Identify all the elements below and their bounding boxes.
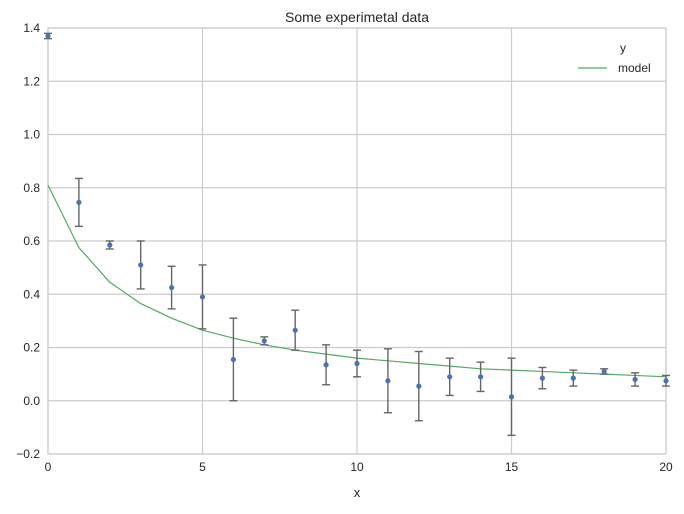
data-point <box>45 33 51 39</box>
x-tick-label: 10 <box>350 460 364 474</box>
data-point <box>539 375 546 381</box>
y-tick-label: 0.0 <box>23 394 40 408</box>
y-tick-label: 0.6 <box>23 234 40 248</box>
legend: y model <box>578 41 651 75</box>
y-tick-label: 1.0 <box>23 128 40 142</box>
y-tick-label: 1.4 <box>23 21 40 35</box>
y-tick-label: 0.2 <box>23 341 40 355</box>
data-point <box>508 394 515 400</box>
data-point <box>292 327 298 333</box>
y-tick-label: −0.2 <box>16 447 40 461</box>
data-point <box>385 378 391 384</box>
data-point <box>323 362 329 368</box>
x-tick-label: 5 <box>199 460 206 474</box>
y-tick-labels: −0.2 0.0 0.2 0.4 0.6 0.8 1.0 1.2 1.4 <box>16 21 40 461</box>
plot-frame <box>47 27 667 455</box>
data-point <box>230 356 236 363</box>
x-tick-label: 0 <box>45 460 52 474</box>
x-tick-labels: 0 5 10 15 20 <box>45 460 673 474</box>
plot-marks <box>44 32 670 437</box>
y-tick-label: 0.4 <box>23 287 40 301</box>
y-tick-label: 1.2 <box>23 74 40 88</box>
data-point <box>632 376 638 383</box>
x-tick-label: 20 <box>659 460 673 474</box>
x-axis-label: x <box>354 485 361 500</box>
x-tick-label: 15 <box>505 460 519 474</box>
data-point <box>663 378 669 384</box>
data-point <box>199 294 206 300</box>
legend-label-y: y <box>620 41 626 55</box>
data-point <box>76 199 82 205</box>
data-point <box>570 375 576 381</box>
data-point <box>601 368 607 375</box>
data-point <box>478 374 484 380</box>
data-point <box>354 360 360 367</box>
data-point <box>447 374 453 380</box>
legend-label-model: model <box>618 61 651 75</box>
data-point <box>416 383 422 389</box>
data-point <box>169 284 175 291</box>
chart-title: Some experimetal data <box>285 9 429 25</box>
data-point <box>261 338 267 344</box>
y-tick-label: 0.8 <box>23 181 40 195</box>
data-point <box>138 262 144 268</box>
data-point <box>107 242 113 248</box>
